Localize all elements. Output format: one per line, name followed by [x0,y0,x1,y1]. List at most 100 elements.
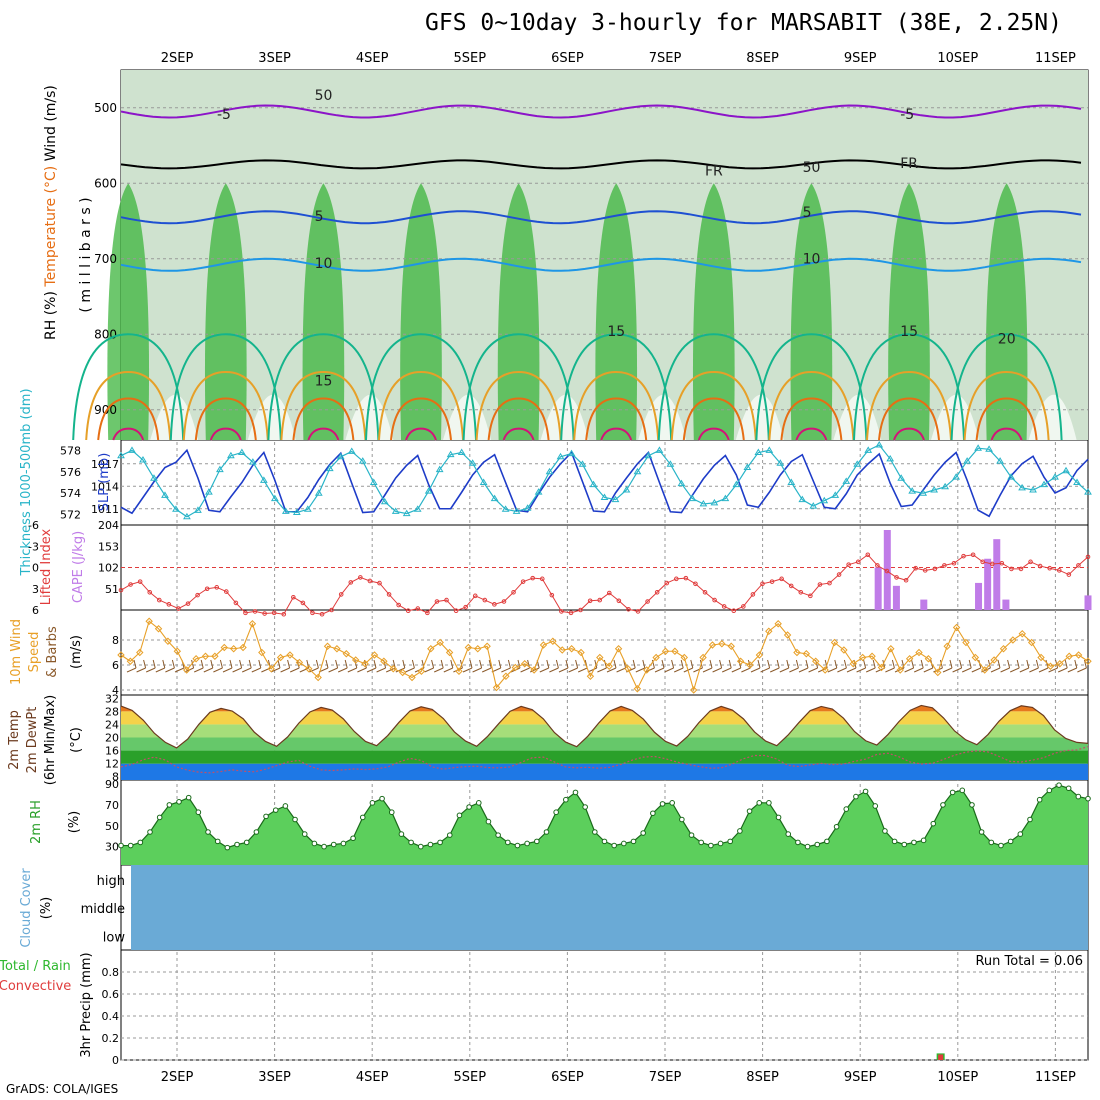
wind-speed-marker [239,643,247,652]
thickness-marker [919,489,928,496]
lifted-index-marker [980,559,985,565]
wind-speed-marker [558,646,566,654]
wind-barb [549,659,559,673]
cloud-units-label: (%) [39,897,54,920]
lifted-index-marker [501,599,507,604]
thickness-tick-label: 576 [60,466,81,479]
thickness-marker [886,454,895,462]
wind-barb [222,659,233,673]
rh-marker [321,843,327,850]
wind-barb [1029,659,1039,673]
thickness-marker [479,478,488,485]
rh-marker [330,841,337,848]
rh-marker [456,812,463,819]
thickness-marker [325,464,334,472]
thickness-marker [743,463,752,470]
date-label-top: 7SEP [649,51,682,66]
lifted-index-marker [1009,566,1014,572]
surface-temperature-contour [963,371,1050,441]
thickness-marker [930,486,939,493]
wind-tick-label: 4 [112,684,119,697]
rh-marker [282,803,289,809]
thickness-marker [259,476,268,483]
wind-speed-marker [981,666,989,674]
lifted-index-marker [606,590,612,596]
wind-barb [779,659,790,673]
wind-speed-marker [1009,636,1017,644]
wind-speed-marker [352,656,360,664]
rh-moist-column [888,183,930,440]
lifted-index-marker [549,592,555,598]
wind-speed-marker [699,653,707,662]
lifted-index-marker [338,592,344,597]
wind-speed-marker [1027,638,1036,647]
rh-marker [1075,793,1082,800]
date-label-top: 8SEP [746,51,779,66]
rh-marker [243,839,250,846]
temperature-tick-label: 12 [105,758,119,771]
panel-frame-precip [120,949,1089,1061]
surface-temperature-contour [573,371,660,441]
lifted-index-marker [128,582,133,587]
lifted-index-marker [176,606,181,611]
wind-barb [635,659,646,673]
thickness-marker [402,509,411,517]
rh-moist-column [107,183,150,440]
wind-speed-marker [220,643,228,652]
wind-barb [280,659,291,673]
wind-barb [472,659,483,673]
rh-marker [176,798,182,805]
thickness-marker [1018,483,1026,491]
wind-speed-marker [267,665,275,673]
wind-barb [270,659,281,673]
thickness-marker [161,491,169,498]
cape-axis-label: CAPE (J/kg) [71,531,86,603]
surface-temperature-contour [780,397,843,441]
wind-speed-marker [539,641,548,649]
date-label-bottom: 6SEP [551,1070,584,1085]
surface-temperature-contour [292,397,355,441]
lifted-index-marker [386,592,392,597]
rh-marker [785,831,792,837]
rh-marker [891,838,898,845]
wind-barb [203,659,214,673]
thickness-marker [468,459,477,466]
thickness-marker [435,465,444,473]
lifted-index-axis-label: Lifted Index [39,528,54,605]
surface-temperature-contour [194,397,257,441]
wind-speed-marker [511,663,520,672]
rh-marker [669,800,675,806]
wind-speed-marker [549,637,557,645]
lifted-index-marker [884,568,890,574]
wind-speed-marker [727,642,735,650]
thickness-marker [128,446,136,453]
lifted-index-marker [147,589,153,595]
surface-temperature-contour [378,371,464,441]
thickness-tick-label: 572 [60,509,81,522]
surface-temperature-contour [475,371,562,441]
lifted-index-marker [1018,566,1024,572]
thickness-marker [150,474,158,481]
lifted-index-marker [137,579,143,584]
lifted-index-marker [961,553,966,559]
wind-speed-marker [943,642,951,650]
wind-speed-marker [173,647,182,655]
surface-temperature-contour [502,427,535,441]
slp-tick-label: 1017 [91,458,119,471]
wind-speed-marker [492,683,501,692]
rh-marker [1017,831,1024,837]
lifted-index-marker [1028,559,1033,565]
contour-label: 10 [803,251,821,267]
surface-temperature-contour [390,397,452,441]
rh-marker [804,843,811,850]
thickness-marker [227,451,235,459]
rh-dry-dome [150,394,199,440]
lifted-index-marker [712,597,717,603]
wind-speed-marker [192,655,200,663]
wind-barb [865,659,876,673]
thickness-marker [864,446,873,453]
lifted-index-marker [626,606,631,612]
thickness-marker [534,488,543,495]
rh-marker [388,809,395,816]
cloud-row-label: middle [81,902,125,917]
